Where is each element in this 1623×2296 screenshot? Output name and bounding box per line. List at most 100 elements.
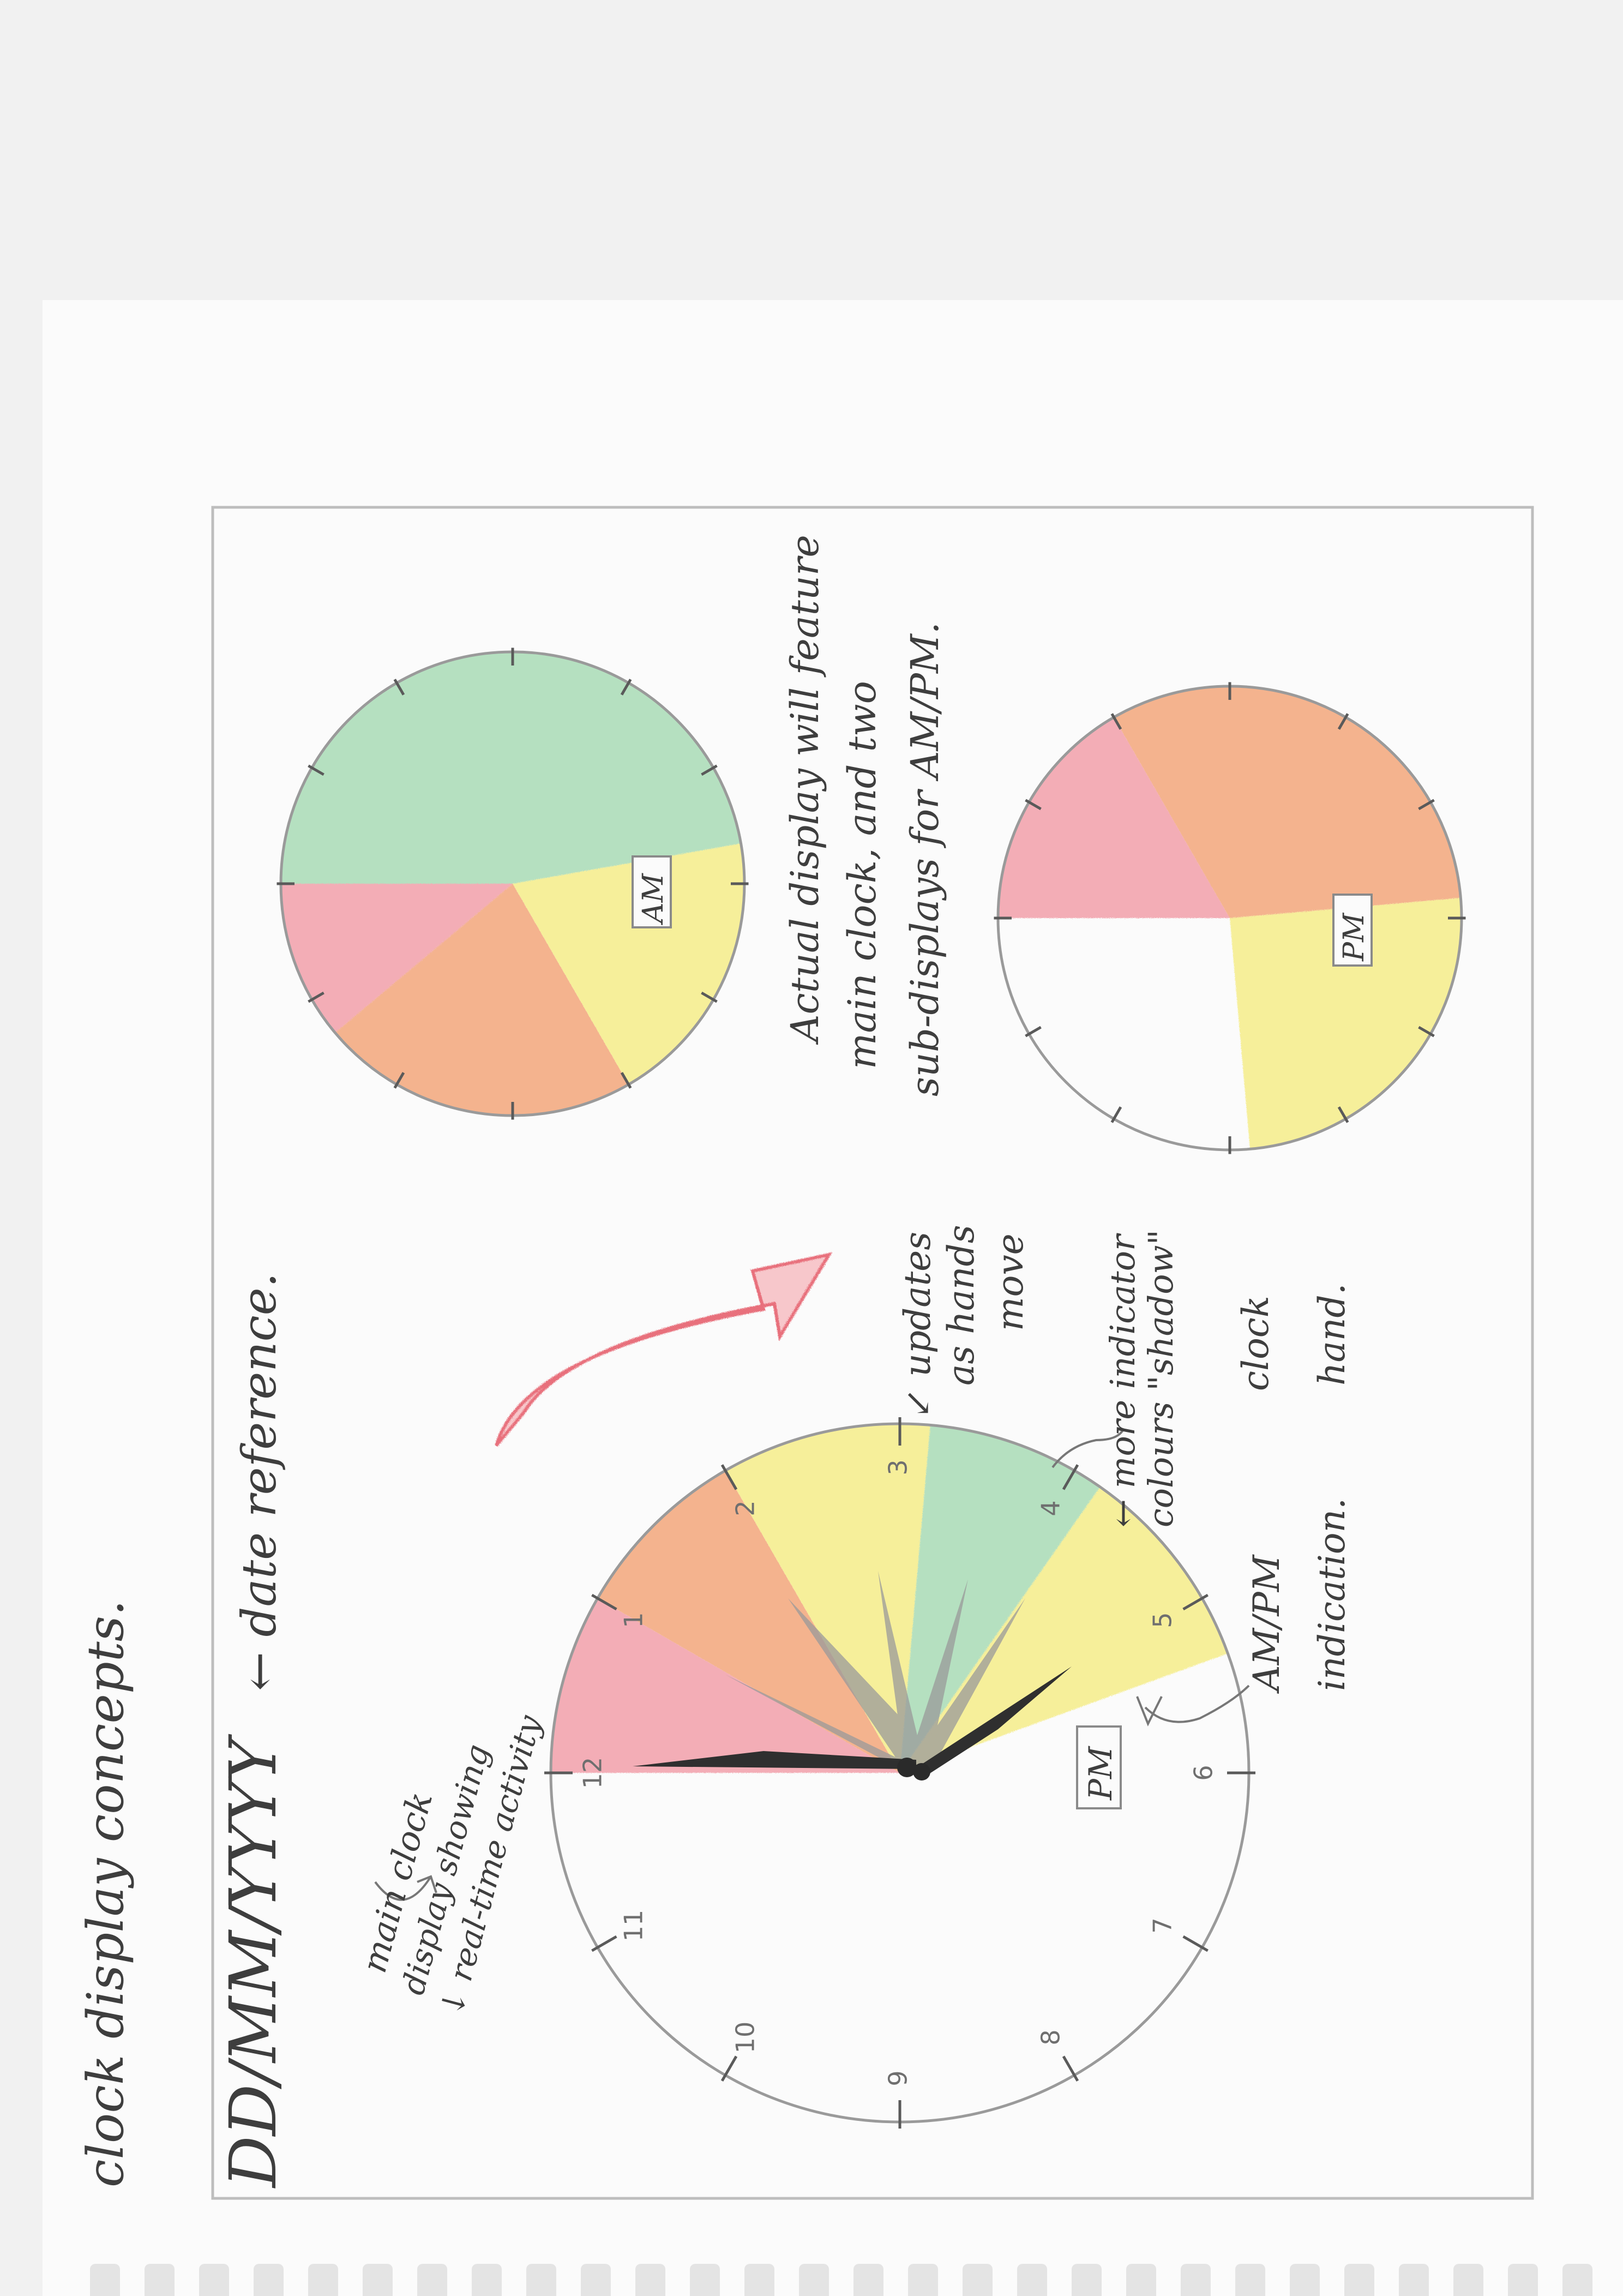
- am-sector-orange: [335, 884, 629, 1116]
- binding-hole: [1126, 2264, 1156, 2296]
- binding-hole: [1235, 2264, 1265, 2296]
- updates-note-3: move: [989, 1233, 1031, 1331]
- pm-sector-orange: [1114, 686, 1461, 918]
- binding-hole: [90, 2264, 120, 2296]
- main-clock-tick: [1182, 1593, 1209, 1611]
- binding-hole: [1181, 2264, 1211, 2296]
- svg-text:PM: PM: [1082, 1746, 1119, 1801]
- main-clock-numeral: 12: [578, 1757, 608, 1789]
- main-clock-numeral: 9: [883, 2070, 913, 2086]
- am-sector-yellow: [513, 843, 744, 1085]
- binding-hole: [1399, 2264, 1429, 2296]
- pm-clock-tick: [1025, 799, 1042, 811]
- main-clock-numeral: 6: [1189, 1765, 1218, 1781]
- ampm-note-1: AM/PM: [1246, 1554, 1288, 1694]
- sketch-title: clock display concepts.: [76, 1600, 135, 2187]
- am-clock-tick: [701, 764, 718, 776]
- binding-hole: [308, 2264, 338, 2296]
- main-clock-tick: [1062, 1464, 1079, 1490]
- main-sector-green: [900, 1425, 1101, 1773]
- pm-sector-red: [998, 717, 1230, 918]
- curved-arrow-icon: [495, 1252, 833, 1447]
- annotation-lines: [374, 1428, 1250, 1901]
- pm-clock-tick: [1418, 1026, 1435, 1038]
- main-clock-numeral: 10: [731, 2022, 760, 2054]
- main-clock-numeral: 5: [1147, 1612, 1177, 1628]
- actual-note-2: main clock, and two: [840, 681, 885, 1069]
- updates-note-2: as hands: [940, 1225, 982, 1386]
- main-clock-tick: [1062, 2055, 1079, 2082]
- shadow-note-3: clock: [1235, 1296, 1277, 1391]
- binding-hole: [690, 2264, 720, 2296]
- main-sector-yellow: [725, 1423, 930, 1773]
- sketch-frame: [211, 506, 1534, 2200]
- main-clock-numeral: 7: [1147, 1917, 1177, 1933]
- pm-clock-tick: [1337, 1106, 1349, 1123]
- actual-note-1: Actual display will feature: [783, 535, 827, 1045]
- binding-hole: [744, 2264, 774, 2296]
- pm-clock-tick: [1025, 1026, 1042, 1038]
- binding-hole: [1508, 2264, 1538, 2296]
- binding-hole: [853, 2264, 883, 2296]
- shadow-note-1: ← more indicator: [1103, 1233, 1143, 1527]
- main-clock-numeral: 3: [883, 1459, 913, 1475]
- am-clock-tick: [393, 1072, 405, 1089]
- main-clock-tick: [591, 1593, 617, 1611]
- main-clock-numeral: 1: [619, 1612, 648, 1628]
- pm-sector-yellow: [1230, 897, 1462, 1149]
- am-badge: AM: [632, 855, 672, 928]
- binding-hole: [1562, 2264, 1592, 2296]
- pm-badge: PM: [1332, 894, 1373, 967]
- binding-hole: [254, 2264, 284, 2296]
- binding-hole: [1344, 2264, 1374, 2296]
- shadow-note-2: colours "shadow": [1141, 1230, 1181, 1527]
- main-clock-numeral: 11: [619, 1910, 648, 1942]
- am-clock-tick: [620, 679, 632, 696]
- am-clock-tick: [308, 991, 324, 1003]
- am-clock-tick: [308, 764, 324, 776]
- am-sector-red: [281, 884, 513, 1033]
- binding-hole: [199, 2264, 229, 2296]
- binding-hole: [417, 2264, 447, 2296]
- main-clock-badge: PM: [1076, 1725, 1122, 1809]
- sub-display-am: [276, 648, 749, 1120]
- svg-text:PM: PM: [1338, 912, 1370, 962]
- main-sector-orange: [597, 1470, 900, 1773]
- updates-note-1: ↙ updates: [897, 1232, 939, 1418]
- binding-hole: [145, 2264, 175, 2296]
- pm-clock-tick: [1110, 1106, 1122, 1123]
- shadow-hands: [725, 1571, 1025, 1772]
- pm-clock-tick: [1110, 713, 1122, 730]
- binding-holes: [90, 2264, 1592, 2296]
- binding-hole: [472, 2264, 502, 2296]
- ampm-note-2: indication.: [1311, 1498, 1353, 1691]
- main-clock-tick: [1182, 1935, 1209, 1952]
- sub-display-pm: [994, 682, 1466, 1154]
- annotations: clock display concepts. DD/MM/YYYY ← dat…: [76, 535, 1353, 2189]
- main-clock-tick: [720, 2055, 738, 2082]
- binding-hole: [1453, 2264, 1483, 2296]
- am-clock-tick: [393, 679, 405, 696]
- am-sector-green: [281, 651, 741, 884]
- main-clock-numeral: 4: [1036, 1500, 1066, 1516]
- main-clock-tick: [720, 1464, 738, 1490]
- shadow-note-4: hand.: [1311, 1283, 1353, 1386]
- am-clock-tick: [620, 1072, 632, 1089]
- actual-note-3: sub-displays for AM/PM.: [903, 622, 947, 1096]
- binding-hole: [363, 2264, 393, 2296]
- main-clock-tick: [591, 1935, 617, 1952]
- binding-hole: [1072, 2264, 1102, 2296]
- main-sector-red: [551, 1598, 900, 1773]
- binding-hole: [963, 2264, 993, 2296]
- binding-hole: [799, 2264, 829, 2296]
- date-format: DD/MM/YYYY: [215, 1734, 291, 2189]
- pm-clock-tick: [1418, 799, 1435, 811]
- svg-text:AM: AM: [637, 872, 670, 925]
- main-clock-numeral: 8: [1036, 2029, 1066, 2045]
- binding-hole: [581, 2264, 611, 2296]
- am-clock-tick: [701, 991, 718, 1003]
- binding-hole: [635, 2264, 665, 2296]
- binding-hole: [908, 2264, 938, 2296]
- main-sector-yellow-2: [900, 1486, 1228, 1773]
